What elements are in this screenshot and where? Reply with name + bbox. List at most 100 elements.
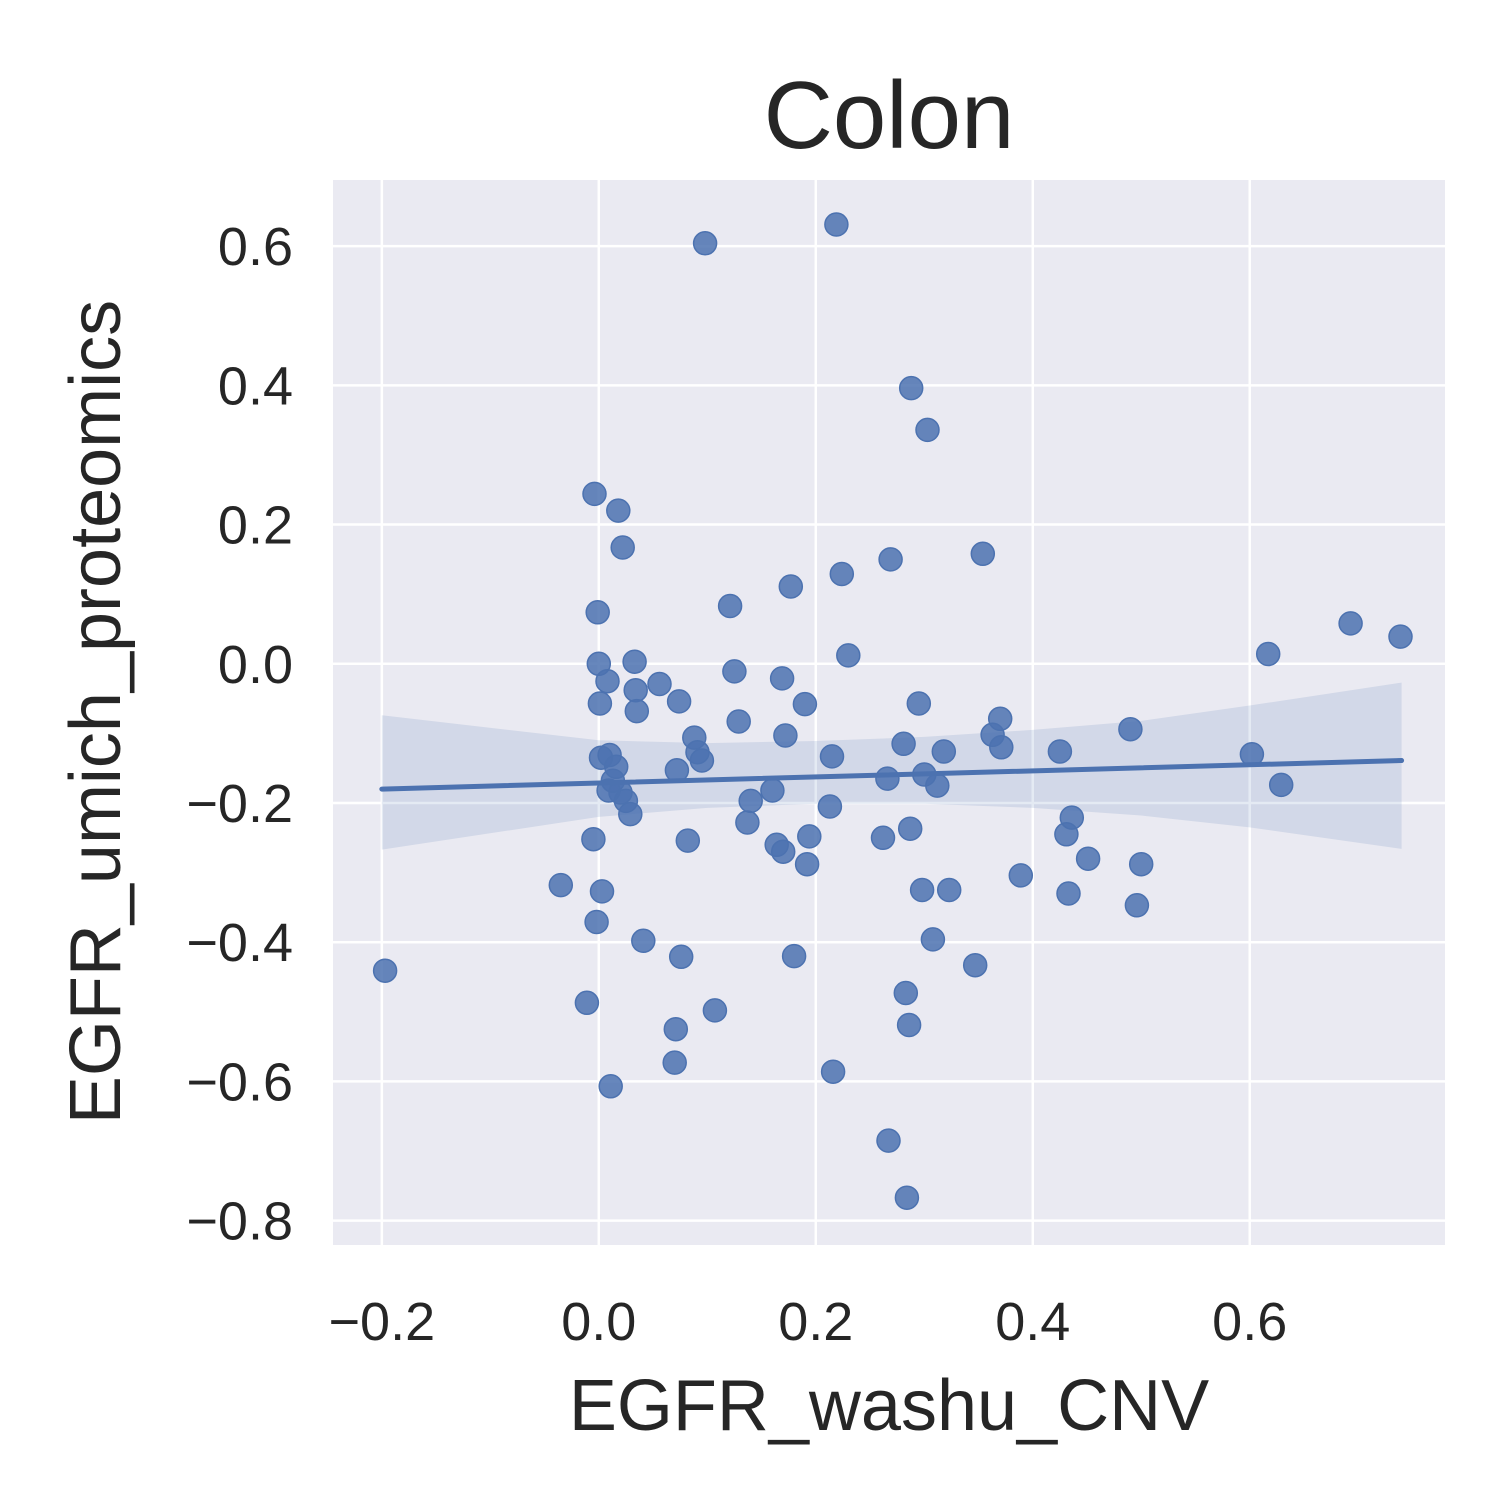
data-point <box>581 826 606 852</box>
plot-background <box>333 180 1445 1245</box>
x-tick-label: −0.2 <box>329 1292 436 1352</box>
data-point <box>931 739 957 764</box>
data-point <box>896 1012 922 1038</box>
data-point <box>675 828 701 853</box>
data-point <box>1338 611 1363 636</box>
data-point <box>897 816 923 841</box>
y-tick-label: 0.2 <box>218 496 293 556</box>
data-point <box>738 788 763 814</box>
y-tick-label: 0.4 <box>218 356 293 416</box>
y-tick-label: 0.6 <box>218 217 293 277</box>
data-point <box>1128 851 1154 877</box>
data-point <box>1059 805 1085 830</box>
data-point <box>962 952 988 978</box>
data-point <box>372 958 398 983</box>
data-point <box>1268 772 1294 798</box>
data-point <box>647 671 672 697</box>
data-point <box>598 1074 623 1099</box>
x-tick-label: 0.0 <box>561 1292 636 1352</box>
data-point <box>829 561 855 587</box>
data-point <box>989 735 1014 760</box>
data-point <box>1047 739 1073 764</box>
data-point <box>792 691 818 717</box>
data-point <box>726 709 751 734</box>
data-point <box>618 801 643 827</box>
data-point <box>769 666 795 691</box>
data-point <box>1056 881 1081 906</box>
data-point <box>663 1016 689 1042</box>
data-point <box>925 773 950 798</box>
data-point <box>894 1185 920 1210</box>
data-point <box>817 794 843 819</box>
data-point <box>582 481 607 507</box>
data-point <box>1075 846 1101 871</box>
data-point <box>987 706 1013 732</box>
data-point <box>668 944 694 970</box>
data-point <box>689 748 715 773</box>
data-point <box>778 574 804 599</box>
data-point <box>587 691 613 716</box>
data-point <box>631 928 656 954</box>
data-point <box>875 766 900 791</box>
regression-line <box>379 758 1405 792</box>
x-axis-label: EGFR_washu_CNV <box>569 1366 1209 1446</box>
data-point <box>797 824 822 849</box>
x-tick-labels: −0.2 0.0 0.2 0.4 0.6 <box>329 1292 1288 1352</box>
data-point <box>915 417 940 443</box>
y-tick-label: 0.0 <box>218 635 293 695</box>
data-points <box>372 212 1413 1210</box>
data-point <box>906 691 932 716</box>
data-point <box>781 943 807 969</box>
data-point <box>717 593 743 619</box>
data-point <box>595 668 620 694</box>
x-tick-label: 0.2 <box>778 1292 853 1352</box>
data-point <box>623 677 648 703</box>
y-tick-label: −0.4 <box>186 913 293 973</box>
data-point <box>1255 641 1281 667</box>
data-point <box>603 754 629 780</box>
data-point <box>876 1128 901 1153</box>
data-point <box>820 1059 846 1084</box>
data-point <box>624 698 650 724</box>
y-tick-label: −0.6 <box>186 1052 293 1112</box>
data-point <box>606 498 631 523</box>
data-point <box>824 212 849 237</box>
data-point <box>610 535 635 560</box>
regression-line-path <box>379 758 1405 792</box>
data-point <box>548 872 574 898</box>
data-point <box>920 927 946 952</box>
data-point <box>891 731 916 757</box>
data-point <box>585 600 610 625</box>
data-point <box>662 1050 687 1075</box>
data-point <box>584 909 609 935</box>
data-point <box>666 689 692 714</box>
data-point <box>722 659 747 684</box>
x-tick-label: 0.6 <box>1212 1292 1287 1352</box>
y-tick-label: −0.2 <box>186 774 293 834</box>
data-point <box>589 879 615 904</box>
data-point <box>1008 863 1034 888</box>
data-point <box>760 778 785 803</box>
data-point <box>794 851 820 877</box>
data-point <box>936 877 962 903</box>
data-point <box>773 723 798 748</box>
data-point <box>836 643 861 668</box>
chart-title: Colon <box>764 62 1015 169</box>
data-point <box>692 231 718 256</box>
y-tick-labels: −0.8 −0.6 −0.4 −0.2 0.0 0.2 0.4 0.6 <box>186 217 293 1252</box>
data-point <box>898 375 924 401</box>
y-tick-label: −0.8 <box>186 1192 293 1252</box>
data-point <box>574 990 600 1016</box>
data-point <box>893 980 919 1006</box>
data-point <box>622 649 647 674</box>
data-point <box>878 547 903 572</box>
data-point <box>735 810 760 835</box>
data-point <box>870 825 896 851</box>
data-point <box>970 541 996 567</box>
data-point <box>1124 893 1150 918</box>
x-tick-label: 0.4 <box>995 1292 1070 1352</box>
data-point <box>1118 716 1143 742</box>
data-point <box>909 877 935 903</box>
data-point <box>702 998 728 1023</box>
